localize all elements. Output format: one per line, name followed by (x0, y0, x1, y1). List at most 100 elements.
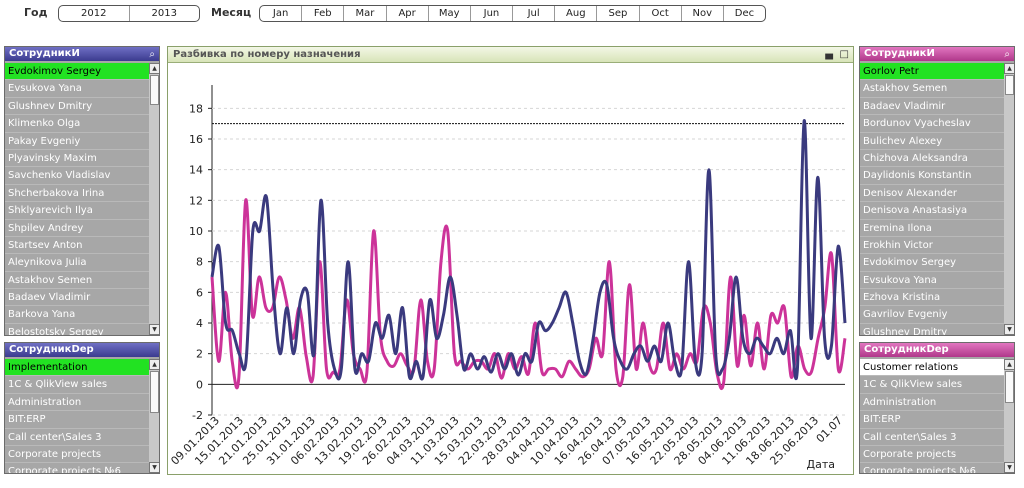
list-item[interactable]: Evsukova Yana (5, 80, 149, 98)
list-item[interactable]: Bordunov Vyacheslav (860, 115, 1004, 133)
list-item[interactable]: Evdokimov Sergey (5, 63, 149, 81)
search-icon[interactable]: ⌕ (1004, 49, 1010, 60)
list-item[interactable]: Call center\Sales 3 (5, 429, 149, 446)
month-label: Месяц (211, 6, 252, 19)
list-item[interactable]: Customer relations (860, 359, 1004, 377)
y-tick-label: 6 (196, 286, 203, 299)
list-item[interactable]: Savchenko Vladislav (5, 167, 149, 185)
month-option-jul[interactable]: Jul (513, 6, 556, 21)
list-item[interactable]: Corporate projects (860, 446, 1004, 464)
month-option-feb[interactable]: Feb (302, 6, 345, 21)
list-item[interactable]: Astakhov Semen (860, 80, 1004, 98)
right-department-scrollbar[interactable]: ▲ ▼ (1004, 359, 1014, 473)
list-item[interactable]: Startsev Anton (5, 237, 149, 255)
list-item[interactable]: Corporate projects №6 (5, 463, 149, 473)
list-item[interactable]: Klimenko Olga (5, 115, 149, 133)
list-item[interactable]: Administration (860, 394, 1004, 412)
list-item[interactable]: Pakay Evgeniy (5, 133, 149, 150)
chart-title: Разбивка по номеру назначения (173, 49, 361, 60)
list-item[interactable]: Evdokimov Sergey (860, 254, 1004, 272)
left-employee-scrollbar[interactable]: ▲ ▼ (149, 63, 159, 335)
list-item[interactable]: Shklyarevich Ilya (5, 202, 149, 220)
minimize-icon[interactable]: ▄ (825, 49, 833, 60)
scroll-up-arrow-icon[interactable]: ▲ (149, 63, 159, 74)
y-tick-label: 10 (189, 225, 203, 238)
scroll-down-arrow-icon[interactable]: ▼ (1004, 324, 1014, 335)
list-item[interactable]: Badaev Vladimir (5, 289, 149, 307)
list-item[interactable]: BIT:ERP (5, 411, 149, 429)
left-department-header: СотрудникDep (5, 343, 159, 357)
list-item[interactable]: 1C & QlikView sales (5, 376, 149, 394)
scroll-thumb[interactable] (150, 75, 159, 105)
list-item[interactable]: Evsukova Yana (860, 272, 1004, 290)
scroll-down-arrow-icon[interactable]: ▼ (149, 324, 159, 335)
list-item[interactable]: Daylidonis Konstantin (860, 167, 1004, 185)
scroll-down-arrow-icon[interactable]: ▼ (1004, 462, 1014, 473)
list-item[interactable]: Glushnev Dmitry (860, 324, 1004, 335)
scroll-thumb[interactable] (1005, 371, 1014, 403)
list-item[interactable]: Eremina Ilona (860, 220, 1004, 237)
scroll-up-arrow-icon[interactable]: ▲ (1004, 63, 1014, 74)
list-item[interactable]: Plyavinsky Maxim (5, 150, 149, 168)
list-item[interactable]: Gavrilov Evgeniy (860, 306, 1004, 324)
month-option-dec[interactable]: Dec (734, 8, 755, 19)
list-item[interactable]: Glushnev Dmitry (5, 98, 149, 116)
scroll-thumb[interactable] (150, 371, 159, 413)
list-item[interactable]: Shcherbakova Irina (5, 185, 149, 203)
list-item[interactable]: Badaev Vladimir (860, 98, 1004, 116)
list-item[interactable]: Administration (5, 394, 149, 412)
left-employee-listbox: СотрудникИ ⌕ Evdokimov Sergey Evsukova Ya… (4, 46, 160, 336)
list-item[interactable]: Call center\Sales 3 (860, 429, 1004, 446)
year-option-2013[interactable]: 2013 (151, 8, 177, 19)
list-item[interactable]: Corporate projects №6 (860, 463, 1004, 473)
left-department-title: СотрудникDep (9, 344, 94, 355)
list-item[interactable]: Erokhin Victor (860, 237, 1004, 255)
month-option-nov[interactable]: Nov (682, 6, 724, 21)
month-option-mar[interactable]: Mar (344, 6, 387, 21)
list-item[interactable]: Aleynikova Julia (5, 254, 149, 272)
y-tick-label: 8 (196, 256, 203, 269)
scroll-up-arrow-icon[interactable]: ▲ (1004, 359, 1014, 370)
right-department-list: Customer relations 1C & QlikView sales Adm… (860, 359, 1004, 473)
list-item[interactable]: Gorlov Petr (860, 63, 1004, 81)
list-item[interactable]: Denisov Alexander (860, 185, 1004, 203)
y-tick-label: 14 (189, 164, 203, 177)
list-item[interactable]: BIT:ERP (860, 411, 1004, 429)
y-tick-label: 18 (189, 102, 203, 115)
maximize-icon[interactable]: □ (839, 49, 849, 60)
right-employee-scrollbar[interactable]: ▲ ▼ (1004, 63, 1014, 335)
y-tick-label: 12 (189, 194, 203, 207)
month-option-jun[interactable]: Jun (471, 6, 514, 21)
month-option-jan[interactable]: Jan (260, 6, 303, 21)
left-employee-list: Evdokimov Sergey Evsukova Yana Glushnev Dm… (5, 63, 149, 335)
x-tick-label: 01.07 (814, 414, 845, 445)
series-2-line (210, 198, 847, 390)
list-item[interactable]: Belostotsky Sergey (5, 324, 149, 335)
y-tick-label: -2 (192, 409, 203, 422)
month-option-may[interactable]: May (429, 6, 471, 21)
search-icon[interactable]: ⌕ (149, 49, 155, 60)
list-item[interactable]: Astakhov Semen (5, 272, 149, 290)
list-item[interactable]: Implementation (5, 359, 149, 377)
year-option-2012[interactable]: 2012 (59, 6, 130, 21)
list-item[interactable]: 1C & QlikView sales (860, 376, 1004, 394)
y-tick-label: 16 (189, 133, 203, 146)
month-option-aug[interactable]: Aug (555, 6, 598, 21)
list-item[interactable]: Denisova Anastasiya (860, 202, 1004, 220)
list-item[interactable]: Ezhova Kristina (860, 289, 1004, 307)
list-item[interactable]: Shpilev Andrey (5, 220, 149, 237)
y-tick-label: 4 (196, 317, 203, 330)
left-department-scrollbar[interactable]: ▲ ▼ (149, 359, 159, 473)
right-employee-header: СотрудникИ ⌕ (860, 47, 1014, 61)
list-item[interactable]: Barkova Yana (5, 306, 149, 324)
month-option-apr[interactable]: Apr (387, 6, 429, 21)
list-item[interactable]: Bulichev Alexey (860, 133, 1004, 150)
scroll-up-arrow-icon[interactable]: ▲ (149, 359, 159, 370)
y-tick-label: 2 (196, 348, 203, 361)
scroll-down-arrow-icon[interactable]: ▼ (149, 462, 159, 473)
month-option-oct[interactable]: Oct (640, 6, 682, 21)
month-option-sep[interactable]: Sep (597, 6, 640, 21)
list-item[interactable]: Corporate projects (5, 446, 149, 464)
scroll-thumb[interactable] (1005, 75, 1014, 95)
list-item[interactable]: Chizhova Aleksandra (860, 150, 1004, 168)
